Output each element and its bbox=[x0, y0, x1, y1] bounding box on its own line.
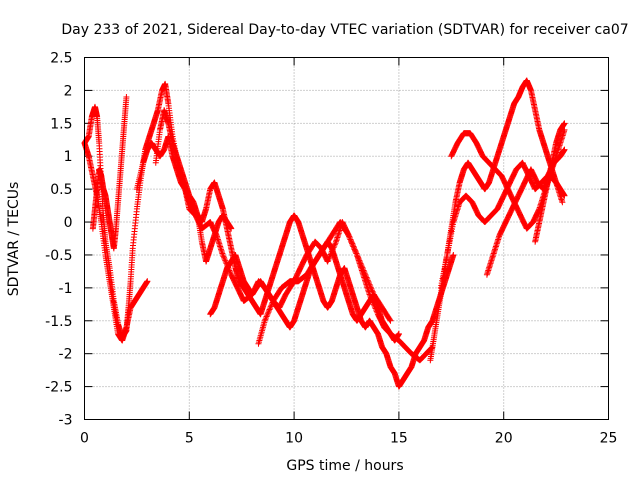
data-point bbox=[325, 257, 332, 264]
x-tick-label: 15 bbox=[390, 431, 408, 447]
x-tick-label: 25 bbox=[600, 431, 618, 447]
x-tick-label: 20 bbox=[495, 431, 513, 447]
data-point bbox=[221, 256, 228, 263]
y-tick-label: 1.5 bbox=[50, 116, 72, 132]
y-tick-label: -1.5 bbox=[45, 314, 72, 330]
data-series bbox=[152, 107, 457, 390]
data-point bbox=[332, 240, 339, 247]
data-point bbox=[123, 93, 130, 100]
data-point bbox=[331, 241, 338, 248]
tick-labels: 0 5 10 15 20 25 2.5 2 1.5 1 0.5 0 -0.5 -1 -1.5 -2 -2.5 -3 bbox=[45, 51, 617, 447]
x-tick-label: 5 bbox=[185, 431, 194, 447]
y-axis-label: SDTVAR / TECUs bbox=[6, 182, 22, 297]
y-tick-label: -3 bbox=[59, 413, 73, 429]
y-tick-label: 2.5 bbox=[50, 51, 72, 67]
y-tick-label: 2 bbox=[64, 83, 73, 99]
x-tick-label: 10 bbox=[285, 431, 303, 447]
y-tick-label: 0 bbox=[64, 215, 73, 231]
data-series bbox=[81, 140, 151, 344]
data-point bbox=[221, 254, 228, 261]
chart-title: Day 233 of 2021, Sidereal Day-to-day VTE… bbox=[61, 22, 628, 38]
y-tick-label: -2.5 bbox=[45, 380, 72, 396]
data-point bbox=[222, 257, 229, 264]
x-axis-label: GPS time / hours bbox=[286, 458, 403, 474]
data-series bbox=[89, 93, 130, 252]
y-tick-label: -1 bbox=[59, 281, 73, 297]
data-point bbox=[324, 258, 331, 265]
y-tick-label: -2 bbox=[59, 347, 73, 363]
data-point bbox=[144, 278, 151, 285]
y-tick-label: -0.5 bbox=[45, 248, 72, 264]
data-point bbox=[450, 251, 457, 258]
data-point bbox=[325, 255, 332, 262]
y-tick-label: 0.5 bbox=[50, 182, 72, 198]
x-tick-label: 0 bbox=[80, 431, 89, 447]
y-tick-label: 1 bbox=[64, 149, 73, 165]
data-points bbox=[81, 77, 568, 390]
data-point bbox=[219, 251, 226, 258]
data-point bbox=[326, 254, 333, 261]
data-point bbox=[220, 253, 227, 260]
